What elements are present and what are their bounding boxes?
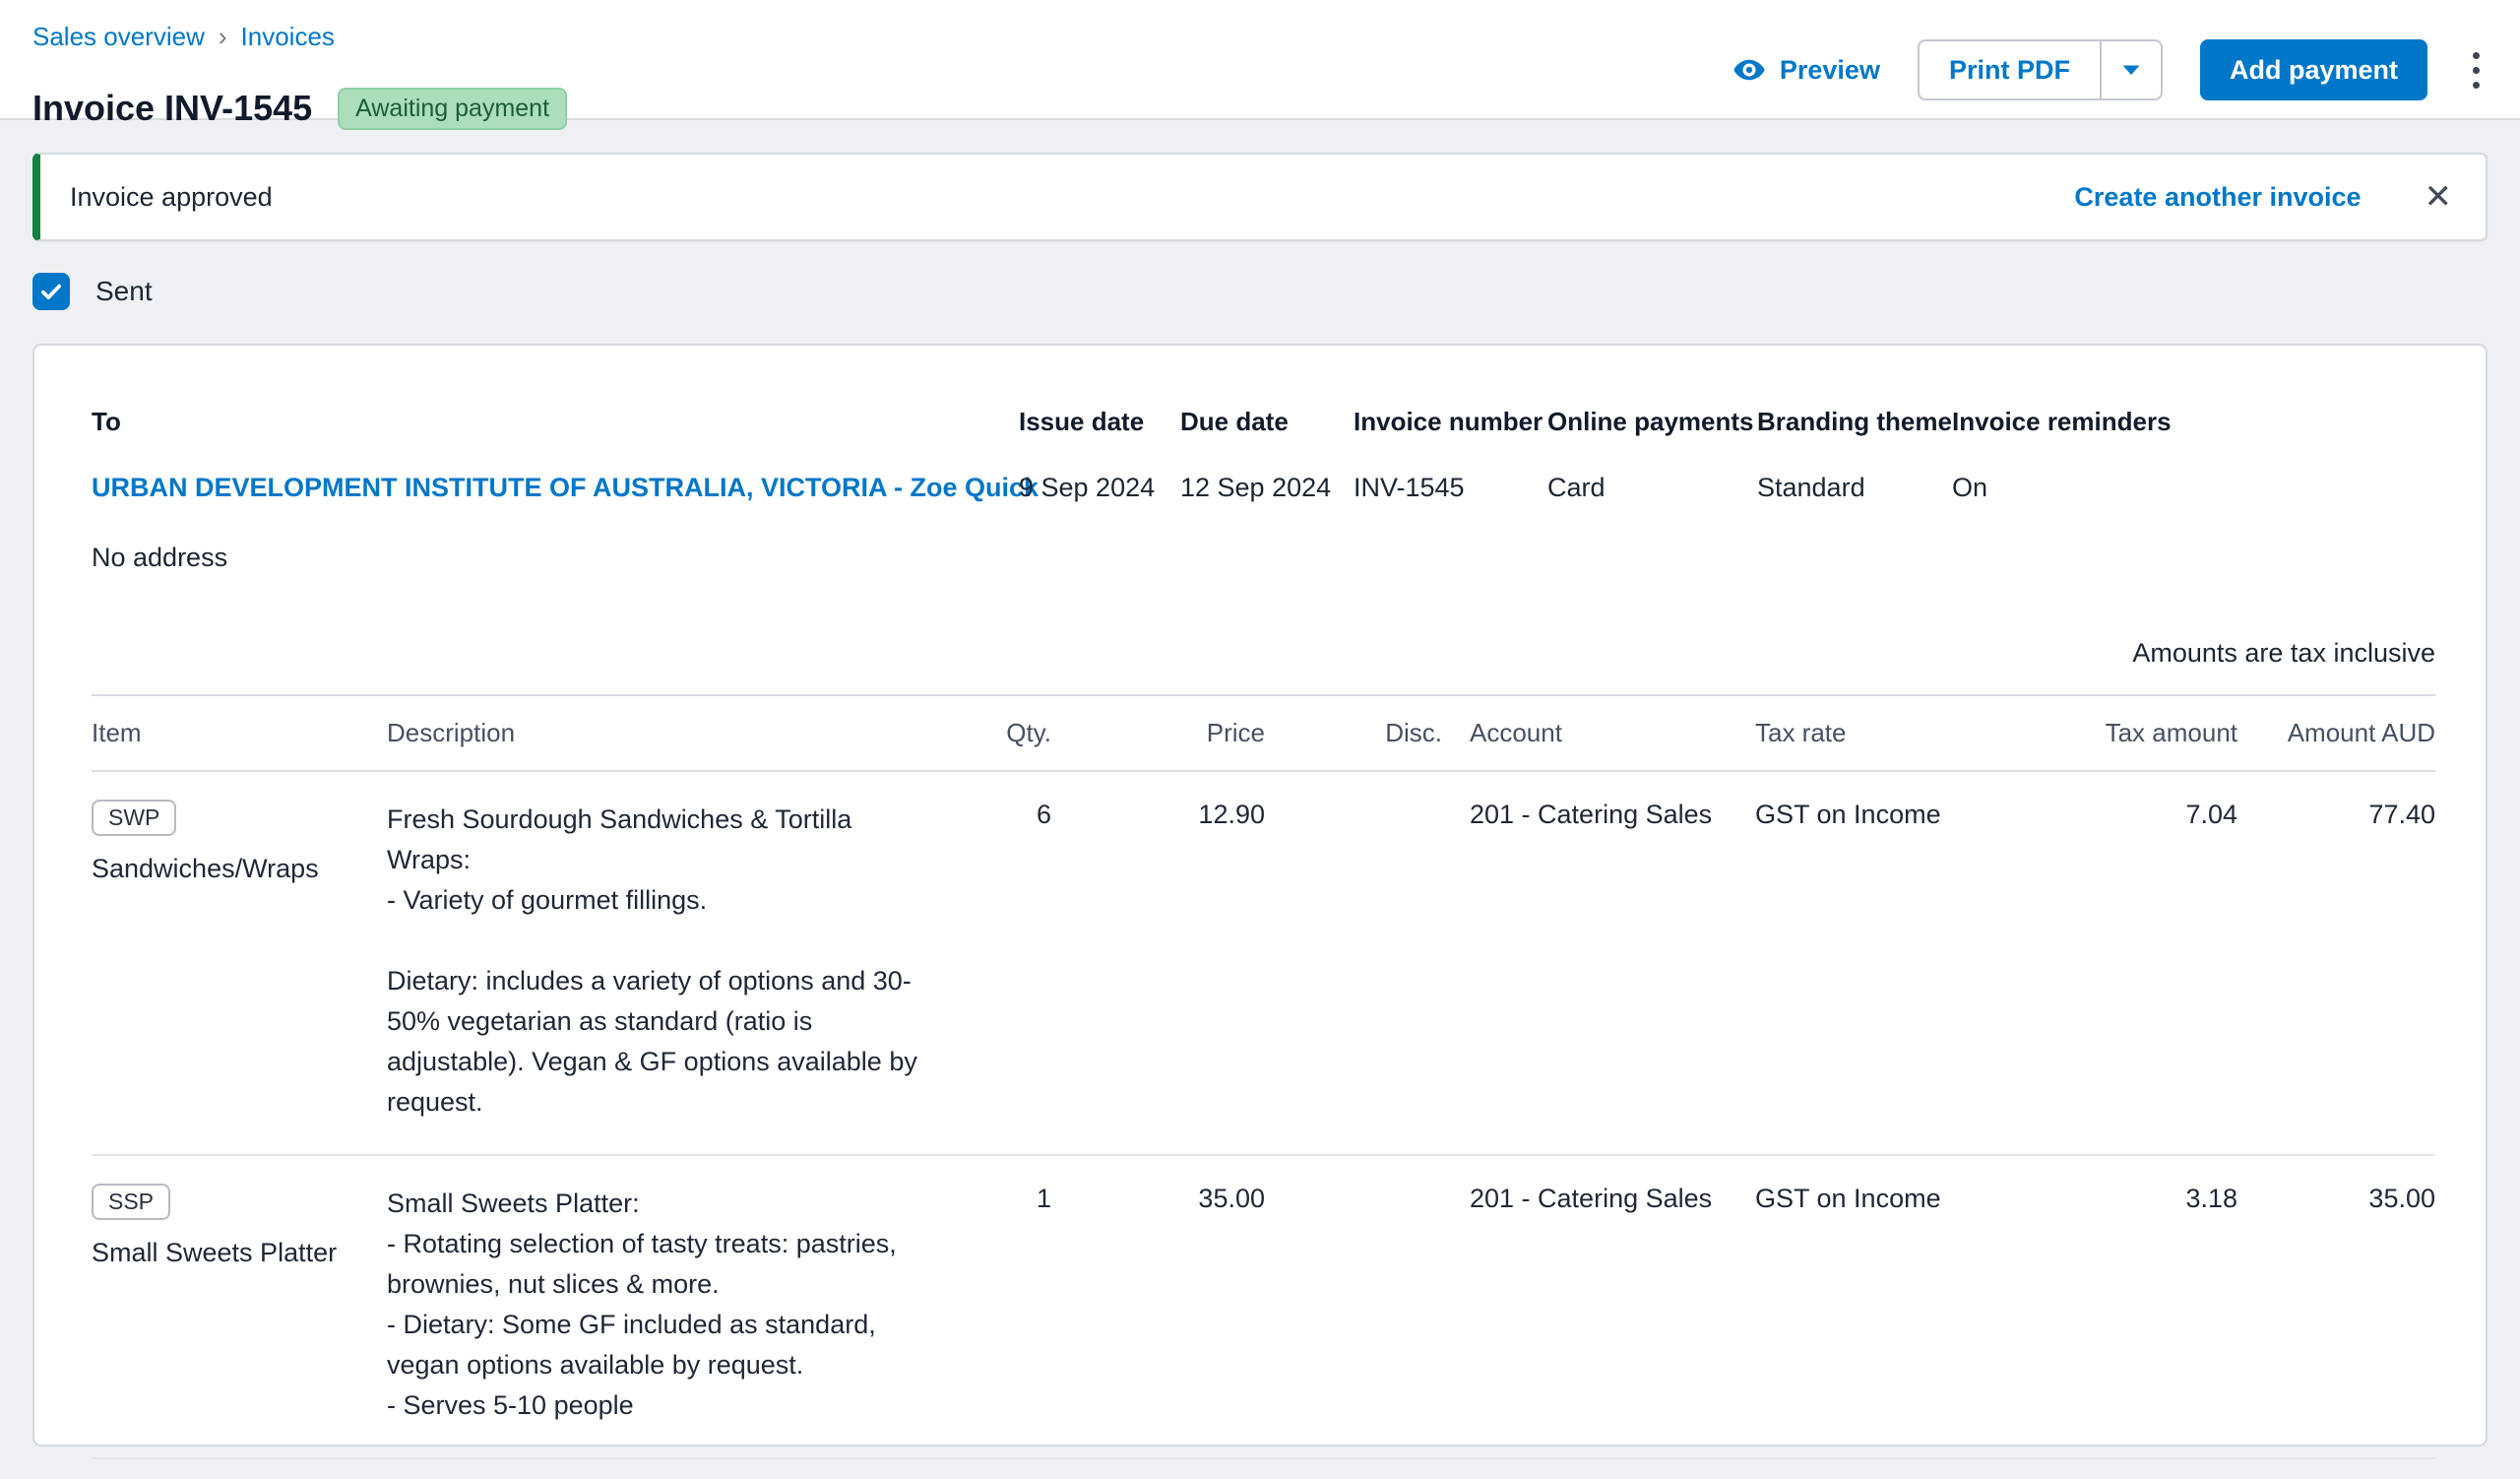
- main-content: Invoice approved Create another invoice …: [0, 120, 2520, 1479]
- table-row[interactable]: SWP Sandwiches/Wraps Fresh Sourdough San…: [92, 772, 2435, 1156]
- print-pdf-button[interactable]: Print PDF: [1920, 41, 2100, 98]
- col-price: Price: [1206, 718, 1265, 747]
- contact-address: No address: [92, 543, 228, 572]
- table-header-row: Item Description Qty. Price Disc. Accoun…: [92, 694, 2435, 772]
- item-disc: [1265, 800, 1442, 1123]
- table-row[interactable]: SSP Small Sweets Platter Small Sweets Pl…: [92, 1156, 2435, 1459]
- success-banner: Invoice approved Create another invoice …: [32, 153, 2488, 241]
- item-price: 12.90: [1198, 800, 1265, 829]
- status-badge: Awaiting payment: [338, 87, 568, 130]
- tax-inclusive-note: Amounts are tax inclusive: [2132, 638, 2435, 668]
- page-title: Invoice INV-1545: [32, 88, 313, 129]
- close-icon[interactable]: ✕: [2419, 179, 2459, 215]
- item-qty: 6: [1036, 800, 1051, 829]
- field-online-payments: Online payments Card: [1547, 407, 1754, 502]
- item-description: Small Sweets Platter: - Rotating selecti…: [387, 1189, 897, 1420]
- print-pdf-split-button: Print PDF: [1917, 39, 2163, 100]
- to-label: To: [92, 407, 121, 436]
- overflow-menu-button[interactable]: [2465, 44, 2488, 96]
- page-header: Sales overview › Invoices Invoice INV-15…: [0, 0, 2520, 130]
- item-price: 35.00: [1198, 1184, 1265, 1213]
- chevron-right-icon: ›: [218, 22, 227, 51]
- item-tax-amount: 7.04: [2185, 800, 2237, 829]
- field-invoice-number: Invoice number INV-1545: [1354, 407, 1544, 502]
- header-actions: Preview Print PDF Add payment: [1732, 39, 2488, 100]
- invoice-card: To URBAN DEVELOPMENT INSTITUTE OF AUSTRA…: [32, 344, 2488, 1459]
- item-description: Fresh Sourdough Sandwiches & Tortilla Wr…: [387, 804, 917, 1117]
- sent-checkbox[interactable]: [32, 273, 70, 310]
- field-due-date: Due date 12 Sep 2024: [1180, 407, 1332, 502]
- col-item: Item: [92, 718, 142, 747]
- item-amount: 77.40: [2368, 800, 2435, 829]
- item-amount: 35.00: [2368, 1184, 2435, 1213]
- col-qty: Qty.: [1006, 718, 1051, 747]
- print-pdf-dropdown-button[interactable]: [2099, 41, 2161, 98]
- item-tax-rate: GST on Income: [1755, 1184, 1941, 1213]
- col-description: Description: [387, 718, 516, 747]
- eye-icon: [1732, 53, 1766, 87]
- item-account: 201 - Catering Sales: [1470, 1184, 1713, 1213]
- breadcrumb: Sales overview › Invoices: [32, 22, 2488, 52]
- preview-label: Preview: [1779, 54, 1880, 85]
- col-tax-amount: Tax amount: [2105, 718, 2237, 747]
- col-account: Account: [1470, 718, 1562, 747]
- sent-label: Sent: [95, 276, 153, 306]
- col-amount-aud: Amount AUD: [2287, 718, 2435, 747]
- breadcrumb-sales-overview[interactable]: Sales overview: [32, 22, 205, 51]
- contact-link[interactable]: URBAN DEVELOPMENT INSTITUTE OF AUSTRALIA…: [92, 473, 1040, 502]
- field-invoice-reminders: Invoice reminders On: [1952, 407, 2172, 502]
- invoice-details: To URBAN DEVELOPMENT INSTITUTE OF AUSTRA…: [92, 407, 2435, 573]
- field-branding-theme: Branding theme Standard: [1757, 407, 1952, 502]
- caret-down-icon: [2121, 64, 2141, 77]
- checkmark-icon: [37, 278, 65, 305]
- breadcrumb-invoices[interactable]: Invoices: [240, 22, 335, 51]
- sent-row: Sent: [32, 273, 2488, 310]
- create-another-invoice-link[interactable]: Create another invoice: [2074, 181, 2362, 212]
- to-column: To URBAN DEVELOPMENT INSTITUTE OF AUSTRA…: [92, 407, 1040, 573]
- item-name: Sandwiches/Wraps: [92, 854, 319, 883]
- item-tax-rate: GST on Income: [1755, 800, 1941, 829]
- banner-message: Invoice approved: [70, 181, 273, 212]
- item-tax-amount: 3.18: [2185, 1184, 2237, 1213]
- col-tax-rate: Tax rate: [1755, 718, 1847, 747]
- col-disc: Disc.: [1385, 718, 1442, 747]
- preview-button[interactable]: Preview: [1732, 53, 1880, 87]
- line-items-table: Item Description Qty. Price Disc. Accoun…: [92, 694, 2435, 1459]
- field-issue-date: Issue date 9 Sep 2024: [1019, 407, 1156, 502]
- item-disc: [1265, 1184, 1442, 1426]
- add-payment-button[interactable]: Add payment: [2199, 39, 2427, 100]
- item-code-badge: SSP: [92, 1184, 171, 1220]
- item-qty: 1: [1036, 1184, 1051, 1213]
- item-account: 201 - Catering Sales: [1470, 800, 1713, 829]
- item-code-badge: SWP: [92, 800, 177, 836]
- item-name: Small Sweets Platter: [92, 1238, 338, 1267]
